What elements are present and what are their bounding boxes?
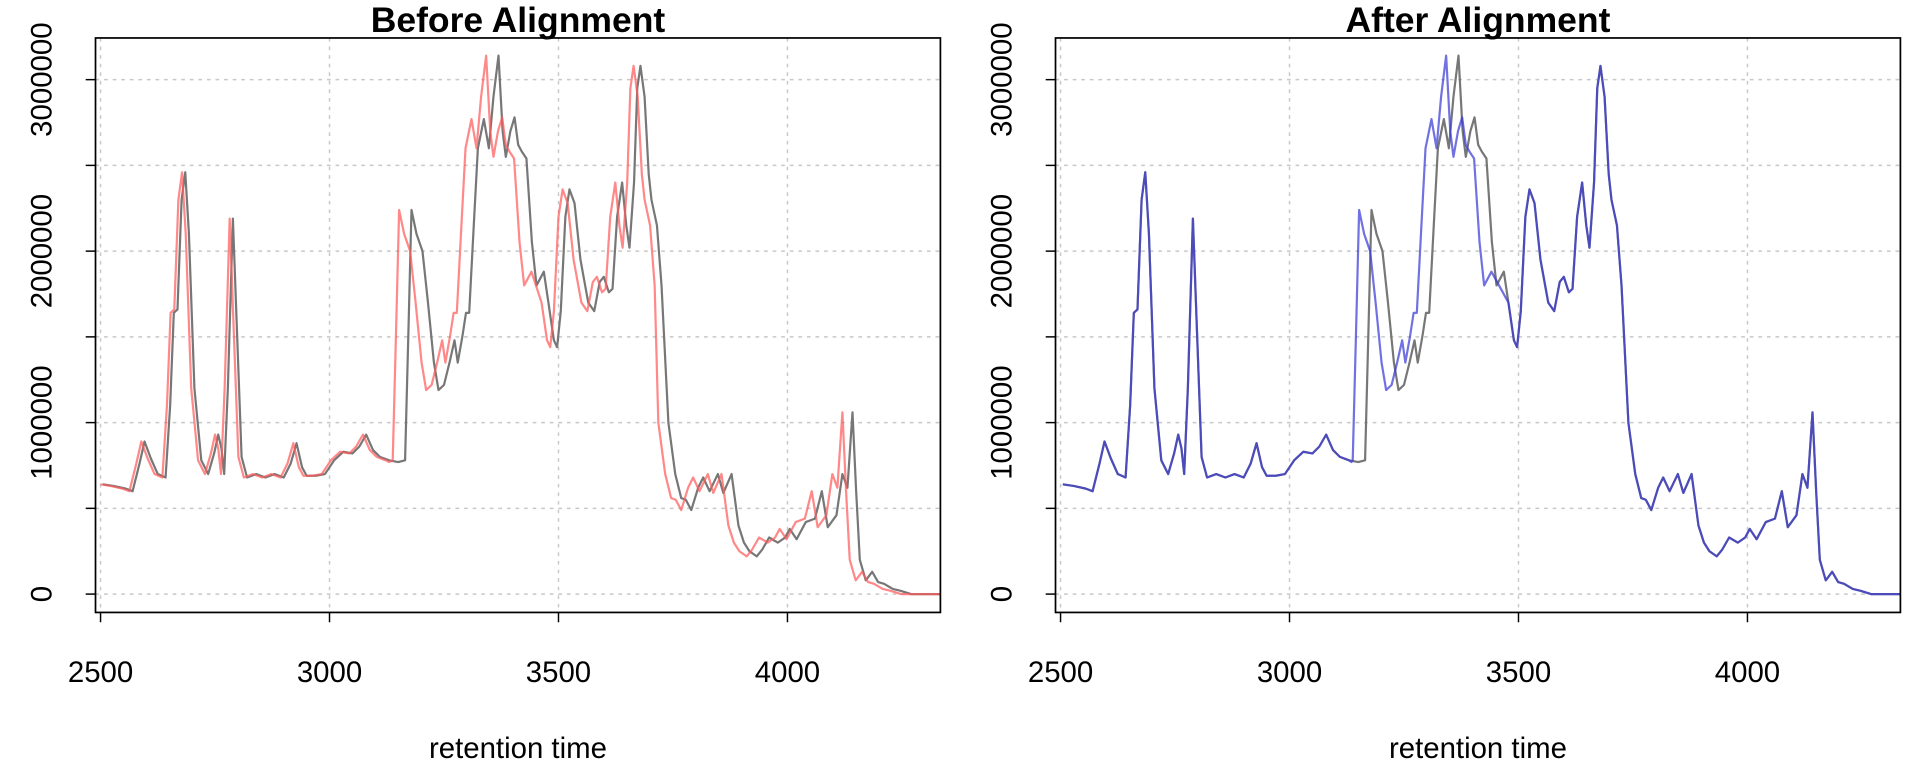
y-tick-label: 1000000	[25, 365, 58, 479]
chart-title: After Alignment	[1346, 0, 1611, 40]
x-axis-label: retention time	[429, 732, 607, 765]
x-tick-label: 3500	[526, 656, 591, 689]
x-tick-label: 2500	[68, 656, 133, 689]
data-line	[100, 54, 941, 596]
x-tick-label: 3500	[1486, 656, 1551, 689]
y-tick-label: 2000000	[25, 194, 58, 308]
plot-frame	[94, 37, 942, 614]
y-tick-label: 0	[985, 586, 1018, 602]
y-tick-label: 3000000	[985, 22, 1018, 136]
x-tick-label: 3000	[297, 656, 362, 689]
x-axis-label: retention time	[1389, 732, 1567, 765]
y-tick-label: 0	[25, 586, 58, 602]
y-tick-label: 1000000	[985, 365, 1018, 479]
x-tick-label: 4000	[1715, 656, 1780, 689]
x-tick-label: 3000	[1257, 656, 1322, 689]
data-line	[1062, 54, 1901, 596]
data-line	[102, 54, 941, 596]
y-tick-label: 3000000	[25, 22, 58, 136]
y-tick-label: 2000000	[985, 194, 1018, 308]
chart-title: Before Alignment	[371, 0, 666, 40]
x-tick-label: 2500	[1028, 656, 1093, 689]
x-tick-label: 4000	[755, 656, 820, 689]
data-line	[1062, 54, 1901, 596]
plot-frame	[1054, 37, 1902, 614]
